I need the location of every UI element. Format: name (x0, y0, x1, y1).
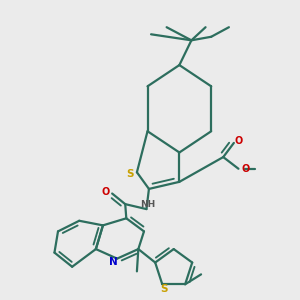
Text: S: S (126, 169, 134, 179)
Text: S: S (160, 284, 168, 293)
Text: O: O (234, 136, 243, 146)
Text: N: N (109, 257, 118, 267)
Text: NH: NH (141, 200, 156, 209)
Text: O: O (102, 187, 110, 197)
Text: O: O (242, 164, 250, 174)
